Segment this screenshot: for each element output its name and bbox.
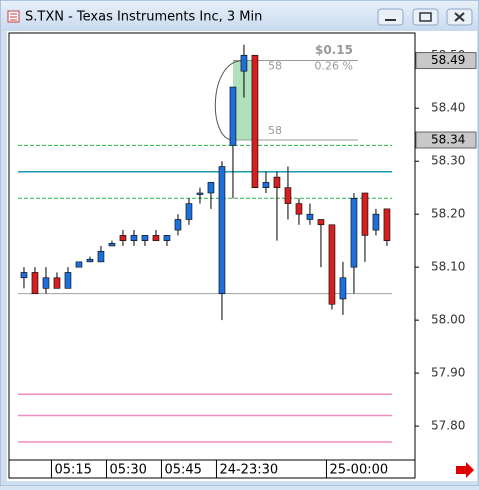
x-tick-label: 05:45 (164, 463, 201, 478)
candle-body (20, 272, 28, 279)
candle-body (108, 243, 116, 247)
y-tick-label: 58.10 (431, 260, 465, 274)
y-tick-label: 58.30 (431, 154, 465, 168)
candle-body (163, 235, 171, 241)
scroll-arrow[interactable] (456, 462, 474, 478)
candle-body (141, 235, 149, 241)
candle-body (350, 197, 358, 268)
y-tick-label: 58.20 (431, 207, 465, 221)
candle-body (97, 250, 105, 263)
candle-body (218, 166, 226, 294)
y-tick-label: 58.40 (431, 101, 465, 115)
y-tick-label: 57.90 (431, 366, 465, 380)
candle-body (207, 182, 215, 194)
candle-body (53, 277, 61, 289)
candle-body (130, 235, 138, 241)
candle-body (328, 224, 336, 305)
price-marker (415, 131, 477, 149)
price-marker (415, 52, 477, 70)
candle-body (251, 54, 259, 188)
x-tick-label: 05:30 (109, 463, 146, 478)
candle-body (306, 213, 314, 220)
measure-arc (214, 60, 243, 141)
candle-body (119, 235, 127, 241)
candle-body (31, 272, 39, 294)
candle-body (64, 272, 72, 289)
y-tick-label: 58.00 (431, 313, 465, 327)
x-tick-label: 24-23:30 (219, 463, 278, 478)
candle-body (174, 219, 182, 231)
candle-body (185, 203, 193, 220)
candle-body (361, 192, 369, 236)
close-button[interactable] (446, 8, 473, 26)
candle-body (75, 261, 83, 268)
window-title: S.TXN - Texas Instruments Inc, 3 Min (25, 10, 262, 25)
candle-body (284, 187, 292, 204)
candle-body (196, 192, 204, 195)
maximize-button[interactable] (412, 8, 439, 26)
candle-body (339, 277, 347, 300)
x-tick-label: 25-00:00 (329, 463, 388, 478)
candle-body (229, 86, 237, 146)
candle-body (262, 182, 270, 188)
plot-area (8, 32, 416, 461)
candle-body (42, 277, 50, 289)
x-tick-label: 05:15 (54, 463, 91, 478)
price-marker-label: 58.49 (431, 53, 465, 67)
candle-body (372, 213, 380, 231)
candle-body (383, 208, 391, 241)
x-axis-area (8, 459, 416, 479)
y-tick-label: 57.80 (431, 419, 465, 433)
candle-body (152, 235, 160, 241)
app-icon (7, 10, 20, 23)
candle-body (86, 258, 94, 263)
measure-end-label: 58 (268, 124, 282, 137)
candle-body (317, 219, 325, 226)
measure-box (232, 60, 252, 141)
candle-body (240, 54, 248, 72)
candle-body (295, 203, 303, 215)
measure-change: $0.15 (315, 43, 353, 57)
minimize-button[interactable] (377, 8, 404, 26)
candle-body (273, 176, 281, 188)
price-marker-label: 58.34 (431, 133, 465, 147)
measure-start-label: 58 (268, 60, 282, 73)
measure-percent: 0.26 % (315, 60, 353, 73)
